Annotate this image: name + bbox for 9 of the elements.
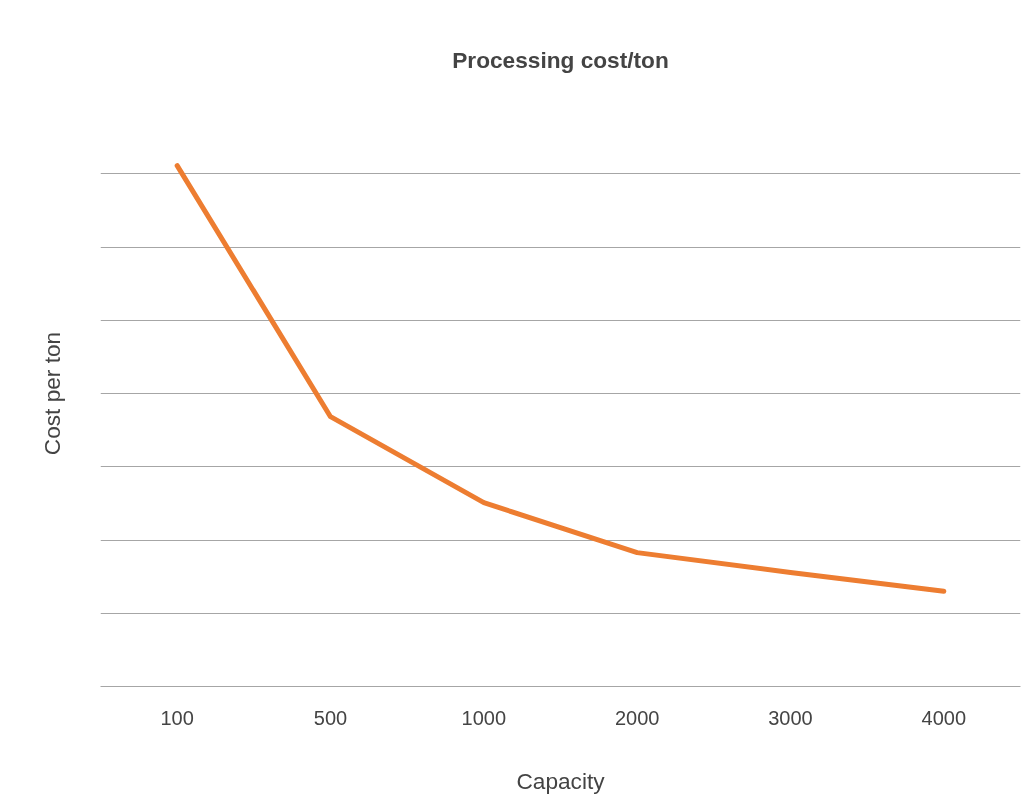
x-tick-label: 500 xyxy=(313,706,348,729)
x-tick-label: 1000 xyxy=(461,706,507,729)
x-tick-label: 4000 xyxy=(921,706,967,729)
x-tick-label: 100 xyxy=(160,706,194,729)
x-tick-label: 3000 xyxy=(768,706,813,729)
x-axis-title: Capacity xyxy=(516,767,606,794)
x-tick-label: 2000 xyxy=(614,706,660,729)
chart-title: Processing cost/ton xyxy=(452,47,669,73)
y-axis-title: Cost per ton xyxy=(38,331,65,456)
